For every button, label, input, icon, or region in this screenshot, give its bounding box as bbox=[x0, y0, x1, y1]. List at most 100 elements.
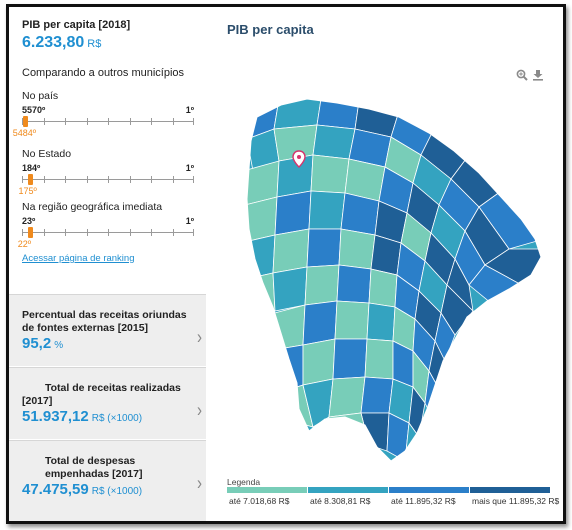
download-icon[interactable] bbox=[532, 69, 544, 81]
chevron-right-icon: › bbox=[197, 399, 202, 422]
legend-label: até 8.308,81 R$ bbox=[310, 496, 371, 506]
map-region[interactable] bbox=[360, 376, 394, 414]
comparison-title: Comparando a outros municípios bbox=[22, 67, 185, 79]
card-title-line: empenhadas [2017] bbox=[45, 468, 143, 480]
legend-title: Legenda bbox=[227, 477, 261, 487]
legend-swatch bbox=[308, 487, 388, 493]
zoom-icon[interactable] bbox=[516, 69, 528, 81]
legend-swatch bbox=[389, 487, 469, 493]
card-title-line: Total de receitas realizadas bbox=[45, 382, 181, 394]
map-region[interactable] bbox=[254, 272, 276, 316]
map-region[interactable] bbox=[248, 234, 276, 278]
legend-swatch bbox=[227, 487, 307, 493]
map-region[interactable] bbox=[332, 338, 368, 380]
ranking-page-link[interactable]: Acessar página de ranking bbox=[22, 253, 135, 264]
ranking-best: 1º bbox=[185, 105, 194, 115]
ranking-label: Na região geográfica imediata bbox=[22, 201, 163, 213]
map-region[interactable] bbox=[273, 99, 322, 130]
legend-item: até 7.018,68 R$ bbox=[227, 487, 307, 517]
indicator-value: 6.233,80 R$ bbox=[22, 34, 101, 52]
location-pin-icon bbox=[292, 150, 306, 168]
ranking-state: No Estado 184º 1º 175º bbox=[18, 148, 194, 196]
choropleth-map[interactable] bbox=[229, 89, 559, 469]
legend-label: até 11.895,32 R$ bbox=[391, 496, 456, 506]
map-region[interactable] bbox=[272, 266, 308, 312]
legend-item: até 8.308,81 R$ bbox=[308, 487, 388, 517]
ranking-best: 1º bbox=[185, 216, 194, 226]
card-title: Total de receitas realizadas [2017] bbox=[22, 382, 181, 408]
map-region[interactable] bbox=[312, 124, 356, 160]
map-region[interactable] bbox=[306, 228, 342, 268]
map-region[interactable] bbox=[334, 300, 370, 340]
card-value-unit: % bbox=[54, 340, 64, 351]
ranking-slider bbox=[22, 227, 194, 239]
chevron-right-icon: › bbox=[197, 326, 202, 349]
card-title-line: Total de despesas bbox=[45, 455, 136, 467]
map-region[interactable] bbox=[266, 304, 306, 350]
map-region[interactable] bbox=[310, 154, 350, 194]
legend-item: mais que 11.895,32 R$ bbox=[470, 487, 559, 517]
card-title: Percentual das receitas oriundas de font… bbox=[22, 309, 187, 335]
map-region[interactable] bbox=[366, 302, 396, 342]
legend-item: até 11.895,32 R$ bbox=[389, 487, 469, 517]
map-region[interactable] bbox=[274, 190, 312, 236]
map-region[interactable] bbox=[338, 228, 376, 270]
ranking-label: No Estado bbox=[22, 148, 72, 160]
card-value-number: 47.475,59 bbox=[22, 481, 89, 498]
ranking-worst: 23º bbox=[22, 216, 36, 226]
ranking-worst: 184º bbox=[22, 163, 41, 173]
ranking-slider bbox=[22, 116, 194, 128]
map-region[interactable] bbox=[360, 412, 390, 452]
ranking-current: 22º bbox=[18, 239, 194, 249]
map-region[interactable] bbox=[340, 192, 380, 236]
card-value-unit: R$ (×1000) bbox=[91, 413, 143, 424]
map-region[interactable] bbox=[302, 300, 338, 346]
ranking-worst: 5570º bbox=[22, 105, 46, 115]
card-value-unit: R$ (×1000) bbox=[91, 486, 143, 497]
ranking-thumb bbox=[28, 174, 34, 185]
legend-label: mais que 11.895,32 R$ bbox=[472, 496, 560, 506]
card-value-number: 51.937,12 bbox=[22, 408, 89, 425]
map-region[interactable] bbox=[364, 338, 394, 380]
ranking-current: 5484º bbox=[13, 128, 194, 138]
ranking-label: No país bbox=[22, 90, 59, 102]
card-title-line: [2017] bbox=[22, 395, 53, 407]
ranking-region: Na região geográfica imediata 23º 1º 22º bbox=[18, 201, 194, 249]
map-region[interactable] bbox=[272, 228, 310, 274]
map-region[interactable] bbox=[304, 264, 340, 306]
card-value: 51.937,12 R$ (×1000) bbox=[22, 408, 142, 425]
card-value: 47.475,59 R$ (×1000) bbox=[22, 481, 142, 498]
map-legend: até 7.018,68 R$ até 8.308,81 R$ até 11.8… bbox=[227, 487, 559, 517]
map-title: PIB per capita bbox=[227, 22, 314, 37]
map-region[interactable] bbox=[308, 190, 346, 230]
chevron-right-icon: › bbox=[197, 472, 202, 495]
indicator-card-external-revenue[interactable]: Percentual das receitas oriundas de font… bbox=[9, 294, 206, 366]
indicator-panel: PIB per capita [2018] 6.233,80 R$ Compara… bbox=[9, 7, 217, 521]
indicator-value-number: 6.233,80 bbox=[22, 34, 85, 51]
map-region[interactable] bbox=[386, 412, 410, 461]
map-region[interactable] bbox=[368, 268, 398, 308]
card-value: 95,2% bbox=[22, 335, 63, 352]
card-title-line: de fontes externas [2015] bbox=[22, 322, 149, 334]
ranking-current: 175º bbox=[18, 186, 194, 196]
card-title: Total de despesas empenhadas [2017] bbox=[22, 455, 142, 481]
map-region[interactable] bbox=[336, 264, 372, 304]
map-region[interactable] bbox=[328, 376, 366, 418]
indicator-card-expenses[interactable]: Total de despesas empenhadas [2017] 47.4… bbox=[9, 440, 206, 521]
indicator-value-unit: R$ bbox=[87, 38, 102, 50]
map-region[interactable] bbox=[302, 338, 336, 386]
card-value-number: 95,2 bbox=[22, 335, 52, 352]
map-region[interactable] bbox=[278, 344, 304, 390]
card-title-line: Percentual das receitas oriundas bbox=[22, 309, 187, 321]
ranking-current-value: 175º bbox=[18, 186, 37, 196]
app-frame: PIB per capita [2018] 6.233,80 R$ Compara… bbox=[6, 4, 566, 524]
ranking-current-value: 5484º bbox=[12, 128, 37, 138]
indicator-card-revenue[interactable]: Total de receitas realizadas [2017] 51.9… bbox=[9, 367, 206, 439]
indicator-label: PIB per capita [2018] bbox=[22, 19, 131, 31]
legend-label: até 7.018,68 R$ bbox=[229, 496, 290, 506]
ranking-thumb bbox=[22, 116, 28, 127]
ranking-thumb bbox=[27, 227, 33, 238]
ranking-country: No país 5570º 1º 5484º bbox=[13, 90, 194, 138]
ranking-ends: 23º 1º bbox=[22, 216, 194, 227]
ranking-slider bbox=[22, 174, 194, 186]
